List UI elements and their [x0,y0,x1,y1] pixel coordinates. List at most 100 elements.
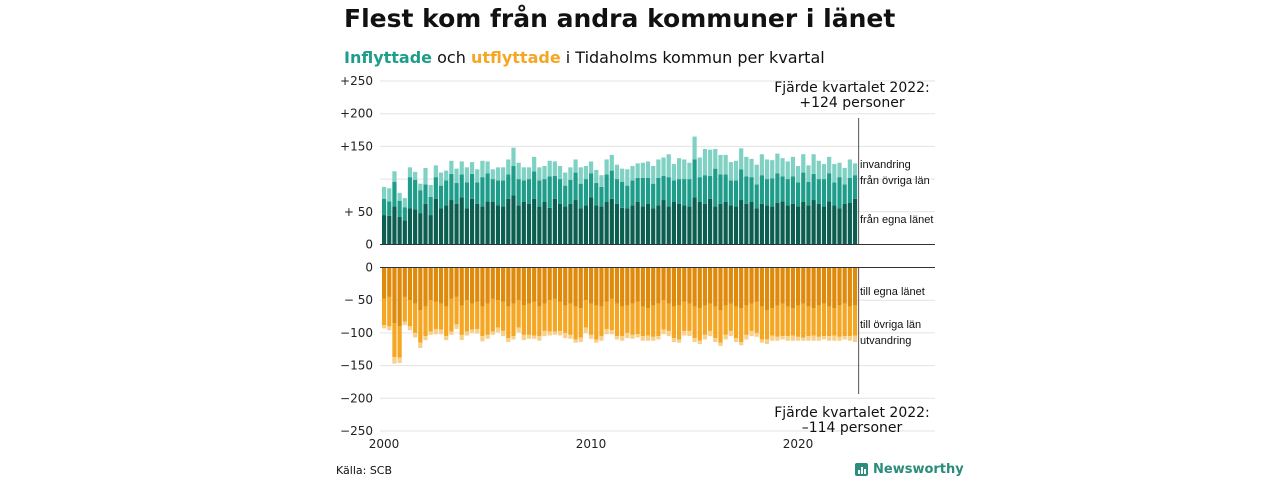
bar-inflytt-1 [847,177,852,203]
bar-inflytt-1 [671,180,676,202]
bar-utflytt-2 [682,330,687,336]
bar-inflytt-1 [842,184,847,204]
bar-inflytt-0 [609,198,614,245]
bar-inflytt-1 [475,182,480,204]
bar-utflytt-0 [785,267,790,307]
bar-inflytt-0 [614,203,620,245]
bar-utflytt-0 [464,267,469,301]
bar-inflytt-2 [790,156,796,177]
bar-inflytt-2 [516,162,521,180]
bar-utflytt-0 [687,267,692,304]
bar-inflytt-0 [495,205,501,245]
bar-utflytt-1 [537,306,542,337]
bar-inflytt-1 [589,173,594,198]
bar-inflytt-0 [521,201,526,245]
bar-inflytt-1 [801,172,806,202]
bar-utflytt-0 [490,267,495,299]
bar-inflytt-1 [526,179,532,204]
bar-utflytt-1 [480,306,485,337]
bar-utflytt-1 [547,300,552,332]
legend-label-till-ovriga-lan: till övriga län [860,319,921,331]
bar-utflytt-2 [418,342,423,348]
bar-inflytt-1 [728,180,733,206]
bar-inflytt-0 [625,208,630,245]
bar-utflytt-2 [475,328,480,334]
bar-inflytt-2 [785,161,790,180]
bar-inflytt-0 [671,201,676,245]
bar-inflytt-0 [806,205,811,245]
bar-utflytt-0 [583,267,589,301]
bar-utflytt-1 [832,308,837,336]
bar-inflytt-0 [547,207,552,245]
bar-utflytt-1 [796,305,801,337]
bar-inflytt-2 [568,167,573,180]
bar-utflytt-1 [852,305,858,336]
bar-inflytt-2 [775,153,780,174]
bar-inflytt-1 [438,185,444,209]
bar-utflytt-1 [444,306,449,337]
bar-utflytt-2 [392,357,397,364]
bar-utflytt-0 [382,267,387,299]
bar-utflytt-2 [542,330,547,337]
bar-inflytt-0 [630,205,635,245]
bar-inflytt-2 [573,159,578,173]
bar-inflytt-0 [796,206,801,245]
bar-inflytt-0 [589,197,594,245]
bar-inflytt-0 [775,202,780,245]
bar-utflytt-0 [790,267,796,309]
bar-inflytt-1 [485,173,490,202]
bar-utflytt-0 [454,267,459,297]
bar-utflytt-2 [827,336,832,341]
bar-inflytt-2 [744,156,749,177]
y-tick-label-lower: −200 [340,391,373,405]
bar-inflytt-0 [413,209,418,245]
bar-utflytt-1 [552,298,557,332]
bar-utflytt-1 [635,301,640,335]
bar-inflytt-1 [739,169,744,201]
bar-inflytt-2 [625,169,630,186]
bar-inflytt-1 [785,179,790,206]
bar-inflytt-2 [635,163,640,178]
bar-inflytt-2 [428,184,433,197]
bar-utflytt-0 [697,267,702,309]
bar-utflytt-1 [475,301,480,329]
bar-inflytt-1 [749,177,754,202]
bar-utflytt-1 [692,306,697,339]
bar-inflytt-2 [563,172,568,186]
bar-inflytt-0 [604,201,609,245]
annotation-top-line1: Fjärde kvartalet 2022: [774,80,930,96]
bar-utflytt-0 [402,267,407,297]
bar-utflytt-0 [609,267,614,299]
bar-utflytt-2 [620,336,625,341]
bar-utflytt-2 [713,338,718,343]
bar-inflytt-1 [635,177,640,202]
bar-inflytt-2 [661,157,666,176]
bar-inflytt-1 [832,182,837,206]
bar-inflytt-2 [449,160,454,174]
bar-inflytt-1 [676,179,682,204]
bar-inflytt-1 [402,207,407,221]
bar-inflytt-0 [661,200,666,245]
bar-inflytt-0 [578,208,583,245]
bar-utflytt-1 [423,306,428,337]
bar-inflytt-1 [578,183,583,209]
bar-inflytt-0 [382,215,387,245]
bar-utflytt-2 [563,332,568,339]
legend-label-invandring: invandring [860,159,911,171]
bar-inflytt-2 [806,165,811,182]
bar-inflytt-2 [537,167,542,181]
bar-inflytt-1 [733,180,739,207]
bar-utflytt-2 [733,338,739,343]
x-tick-label: 2020 [783,437,814,451]
bar-utflytt-2 [645,335,651,341]
bar-inflytt-2 [526,167,532,180]
bar-inflytt-1 [542,179,547,202]
bar-utflytt-0 [651,267,656,306]
bar-inflytt-2 [485,161,490,174]
bar-utflytt-2 [723,334,728,340]
chart-title: Flest kom från andra kommuner i länet [344,4,896,33]
bar-inflytt-1 [754,184,759,209]
bar-inflytt-1 [382,198,387,216]
bar-inflytt-2 [542,166,547,180]
bar-inflytt-1 [459,174,464,198]
